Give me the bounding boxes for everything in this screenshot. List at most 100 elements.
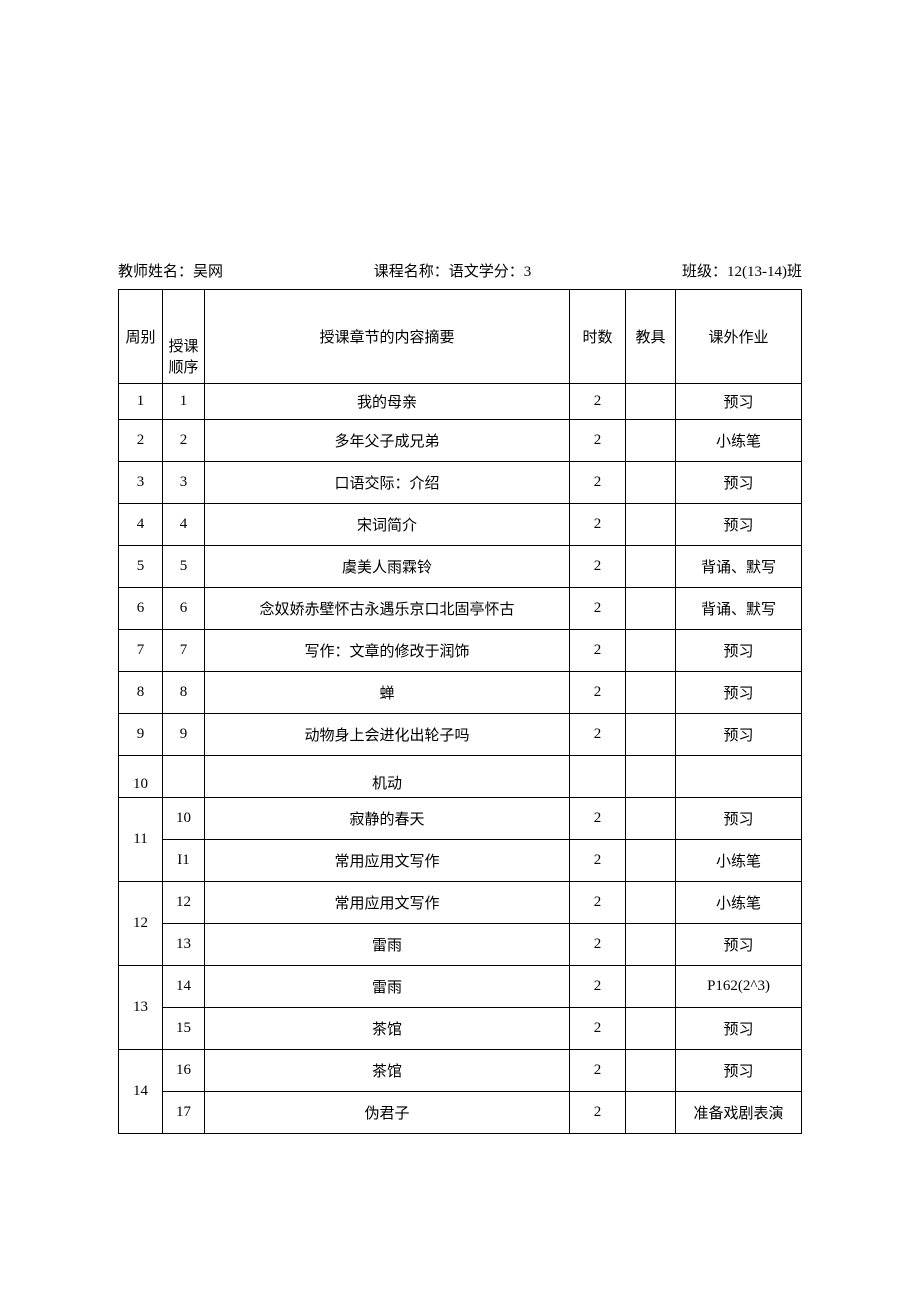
hours-cell: 2 <box>570 924 626 966</box>
tools-cell <box>626 630 676 672</box>
hours-cell: 2 <box>570 1050 626 1092</box>
seq-cell: 15 <box>163 1008 205 1050</box>
week-cell: 3 <box>119 462 163 504</box>
homework-cell: 背诵、默写 <box>676 588 802 630</box>
table-row: 1212常用应用文写作2小练笔 <box>119 882 802 924</box>
seq-cell: 4 <box>163 504 205 546</box>
content-cell: 口语交际：介绍 <box>205 462 570 504</box>
class-label: 班级： <box>682 264 727 280</box>
homework-cell: 小练笔 <box>676 882 802 924</box>
week-cell: 6 <box>119 588 163 630</box>
seq-cell: 14 <box>163 966 205 1008</box>
content-cell: 寂静的春天 <box>205 798 570 840</box>
tools-cell <box>626 882 676 924</box>
hours-cell: 2 <box>570 630 626 672</box>
hours-cell: 2 <box>570 840 626 882</box>
homework-cell: 预习 <box>676 924 802 966</box>
content-cell: 机动 <box>205 756 570 798</box>
hours-cell: 2 <box>570 462 626 504</box>
document-header: 教师姓名：吴网 课程名称：语文学分：3 班级：12(13-14)班 <box>118 260 802 281</box>
class-name: 12(13-14)班 <box>727 264 802 280</box>
table-row: 1416茶馆2预习 <box>119 1050 802 1092</box>
homework-cell: 预习 <box>676 462 802 504</box>
homework-cell: 准备戏剧表演 <box>676 1092 802 1134</box>
week-cell: 10 <box>119 756 163 798</box>
table-row: 55虞美人雨霖铃2背诵、默写 <box>119 546 802 588</box>
homework-cell: 预习 <box>676 504 802 546</box>
content-cell: 常用应用文写作 <box>205 882 570 924</box>
table-row: 15茶馆2预习 <box>119 1008 802 1050</box>
teacher-info: 教师姓名：吴网 <box>118 260 223 281</box>
content-cell: 伪君子 <box>205 1092 570 1134</box>
tools-cell <box>626 840 676 882</box>
content-cell: 念奴娇赤壁怀古永遇乐京口北固亭怀古 <box>205 588 570 630</box>
week-cell: 5 <box>119 546 163 588</box>
content-cell: 茶馆 <box>205 1050 570 1092</box>
table-row: 44宋词简介2预习 <box>119 504 802 546</box>
hours-cell: 2 <box>570 798 626 840</box>
seq-cell <box>163 756 205 798</box>
table-row: 66念奴娇赤壁怀古永遇乐京口北固亭怀古2背诵、默写 <box>119 588 802 630</box>
seq-cell: 3 <box>163 462 205 504</box>
homework-cell: 小练笔 <box>676 840 802 882</box>
week-cell: 12 <box>119 882 163 966</box>
tools-cell <box>626 504 676 546</box>
tools-cell <box>626 1092 676 1134</box>
tools-cell <box>626 588 676 630</box>
tools-cell <box>626 714 676 756</box>
homework-cell: 预习 <box>676 1050 802 1092</box>
class-info: 班级：12(13-14)班 <box>682 260 802 281</box>
tools-cell <box>626 672 676 714</box>
table-header-row: 周别 授课 顺序 授课章节的内容摘要 时数 教具 课外作业 <box>119 290 802 384</box>
tools-cell <box>626 546 676 588</box>
homework-cell: 预习 <box>676 714 802 756</box>
seq-cell: 5 <box>163 546 205 588</box>
table-row: 13雷雨2 预习 <box>119 924 802 966</box>
content-cell: 多年父子成兄弟 <box>205 420 570 462</box>
hours-cell <box>570 756 626 798</box>
content-cell: 虞美人雨霖铃 <box>205 546 570 588</box>
week-cell: 4 <box>119 504 163 546</box>
week-cell: 8 <box>119 672 163 714</box>
seq-cell: 8 <box>163 672 205 714</box>
content-cell: 蝉 <box>205 672 570 714</box>
table-row: 22多年父子成兄弟2小练笔 <box>119 420 802 462</box>
col-header-hours: 时数 <box>570 290 626 384</box>
table-row: 88蝉2预习 <box>119 672 802 714</box>
week-cell: 7 <box>119 630 163 672</box>
week-cell: 1 <box>119 384 163 420</box>
content-cell: 写作：文章的修改于润饰 <box>205 630 570 672</box>
tools-cell <box>626 966 676 1008</box>
seq-cell: 10 <box>163 798 205 840</box>
hours-cell: 2 <box>570 714 626 756</box>
hours-cell: 2 <box>570 420 626 462</box>
table-row: 11我的母亲2预习 <box>119 384 802 420</box>
teacher-label: 教师姓名： <box>118 264 193 280</box>
homework-cell <box>676 756 802 798</box>
homework-cell: P162(2^3) <box>676 966 802 1008</box>
seq-cell: I1 <box>163 840 205 882</box>
seq-line2: 顺序 <box>165 356 202 377</box>
table-row: 1314雷雨2P162(2^3) <box>119 966 802 1008</box>
seq-cell: 16 <box>163 1050 205 1092</box>
seq-cell: 13 <box>163 924 205 966</box>
table-row: 99动物身上会进化出轮子吗2预习 <box>119 714 802 756</box>
homework-cell: 预习 <box>676 630 802 672</box>
content-cell: 茶馆 <box>205 1008 570 1050</box>
content-cell: 动物身上会进化出轮子吗 <box>205 714 570 756</box>
table-row: I1常用应用文写作2小练笔 <box>119 840 802 882</box>
seq-cell: 6 <box>163 588 205 630</box>
homework-cell: 背诵、默写 <box>676 546 802 588</box>
seq-line1: 授课 <box>165 335 202 356</box>
content-cell: 雷雨 <box>205 924 570 966</box>
seq-cell: 2 <box>163 420 205 462</box>
col-header-content: 授课章节的内容摘要 <box>205 290 570 384</box>
tools-cell <box>626 384 676 420</box>
course-info: 课程名称：语文学分：3 <box>374 260 532 281</box>
col-header-tools: 教具 <box>626 290 676 384</box>
homework-cell: 预习 <box>676 384 802 420</box>
hours-cell: 2 <box>570 1008 626 1050</box>
hours-cell: 2 <box>570 966 626 1008</box>
table-row: 17伪君子2准备戏剧表演 <box>119 1092 802 1134</box>
seq-cell: 9 <box>163 714 205 756</box>
